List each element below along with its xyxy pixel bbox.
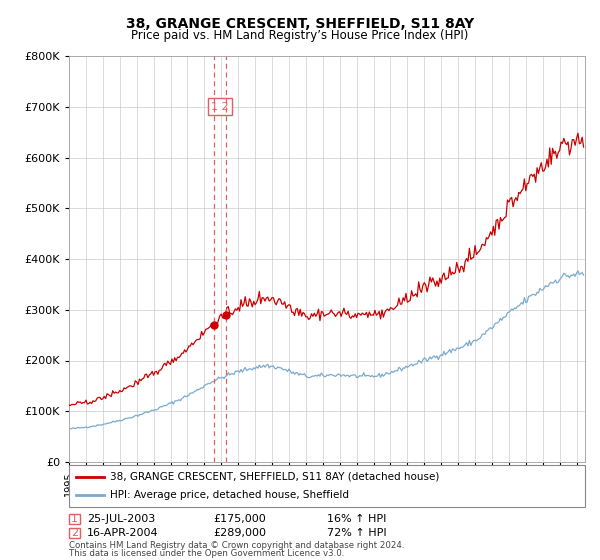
Text: £289,000: £289,000 <box>213 528 266 538</box>
Text: Contains HM Land Registry data © Crown copyright and database right 2024.: Contains HM Land Registry data © Crown c… <box>69 541 404 550</box>
Text: 1 2: 1 2 <box>211 102 229 112</box>
Text: 25-JUL-2003: 25-JUL-2003 <box>87 514 155 524</box>
Text: 72% ↑ HPI: 72% ↑ HPI <box>327 528 386 538</box>
Text: 38, GRANGE CRESCENT, SHEFFIELD, S11 8AY (detached house): 38, GRANGE CRESCENT, SHEFFIELD, S11 8AY … <box>110 472 439 482</box>
Text: 2: 2 <box>71 528 78 538</box>
Text: This data is licensed under the Open Government Licence v3.0.: This data is licensed under the Open Gov… <box>69 549 344 558</box>
Text: £175,000: £175,000 <box>213 514 266 524</box>
Text: HPI: Average price, detached house, Sheffield: HPI: Average price, detached house, Shef… <box>110 490 349 500</box>
Text: Price paid vs. HM Land Registry’s House Price Index (HPI): Price paid vs. HM Land Registry’s House … <box>131 29 469 42</box>
Text: 1: 1 <box>71 514 78 524</box>
Text: 16% ↑ HPI: 16% ↑ HPI <box>327 514 386 524</box>
Text: 16-APR-2004: 16-APR-2004 <box>87 528 158 538</box>
Text: 38, GRANGE CRESCENT, SHEFFIELD, S11 8AY: 38, GRANGE CRESCENT, SHEFFIELD, S11 8AY <box>126 17 474 31</box>
